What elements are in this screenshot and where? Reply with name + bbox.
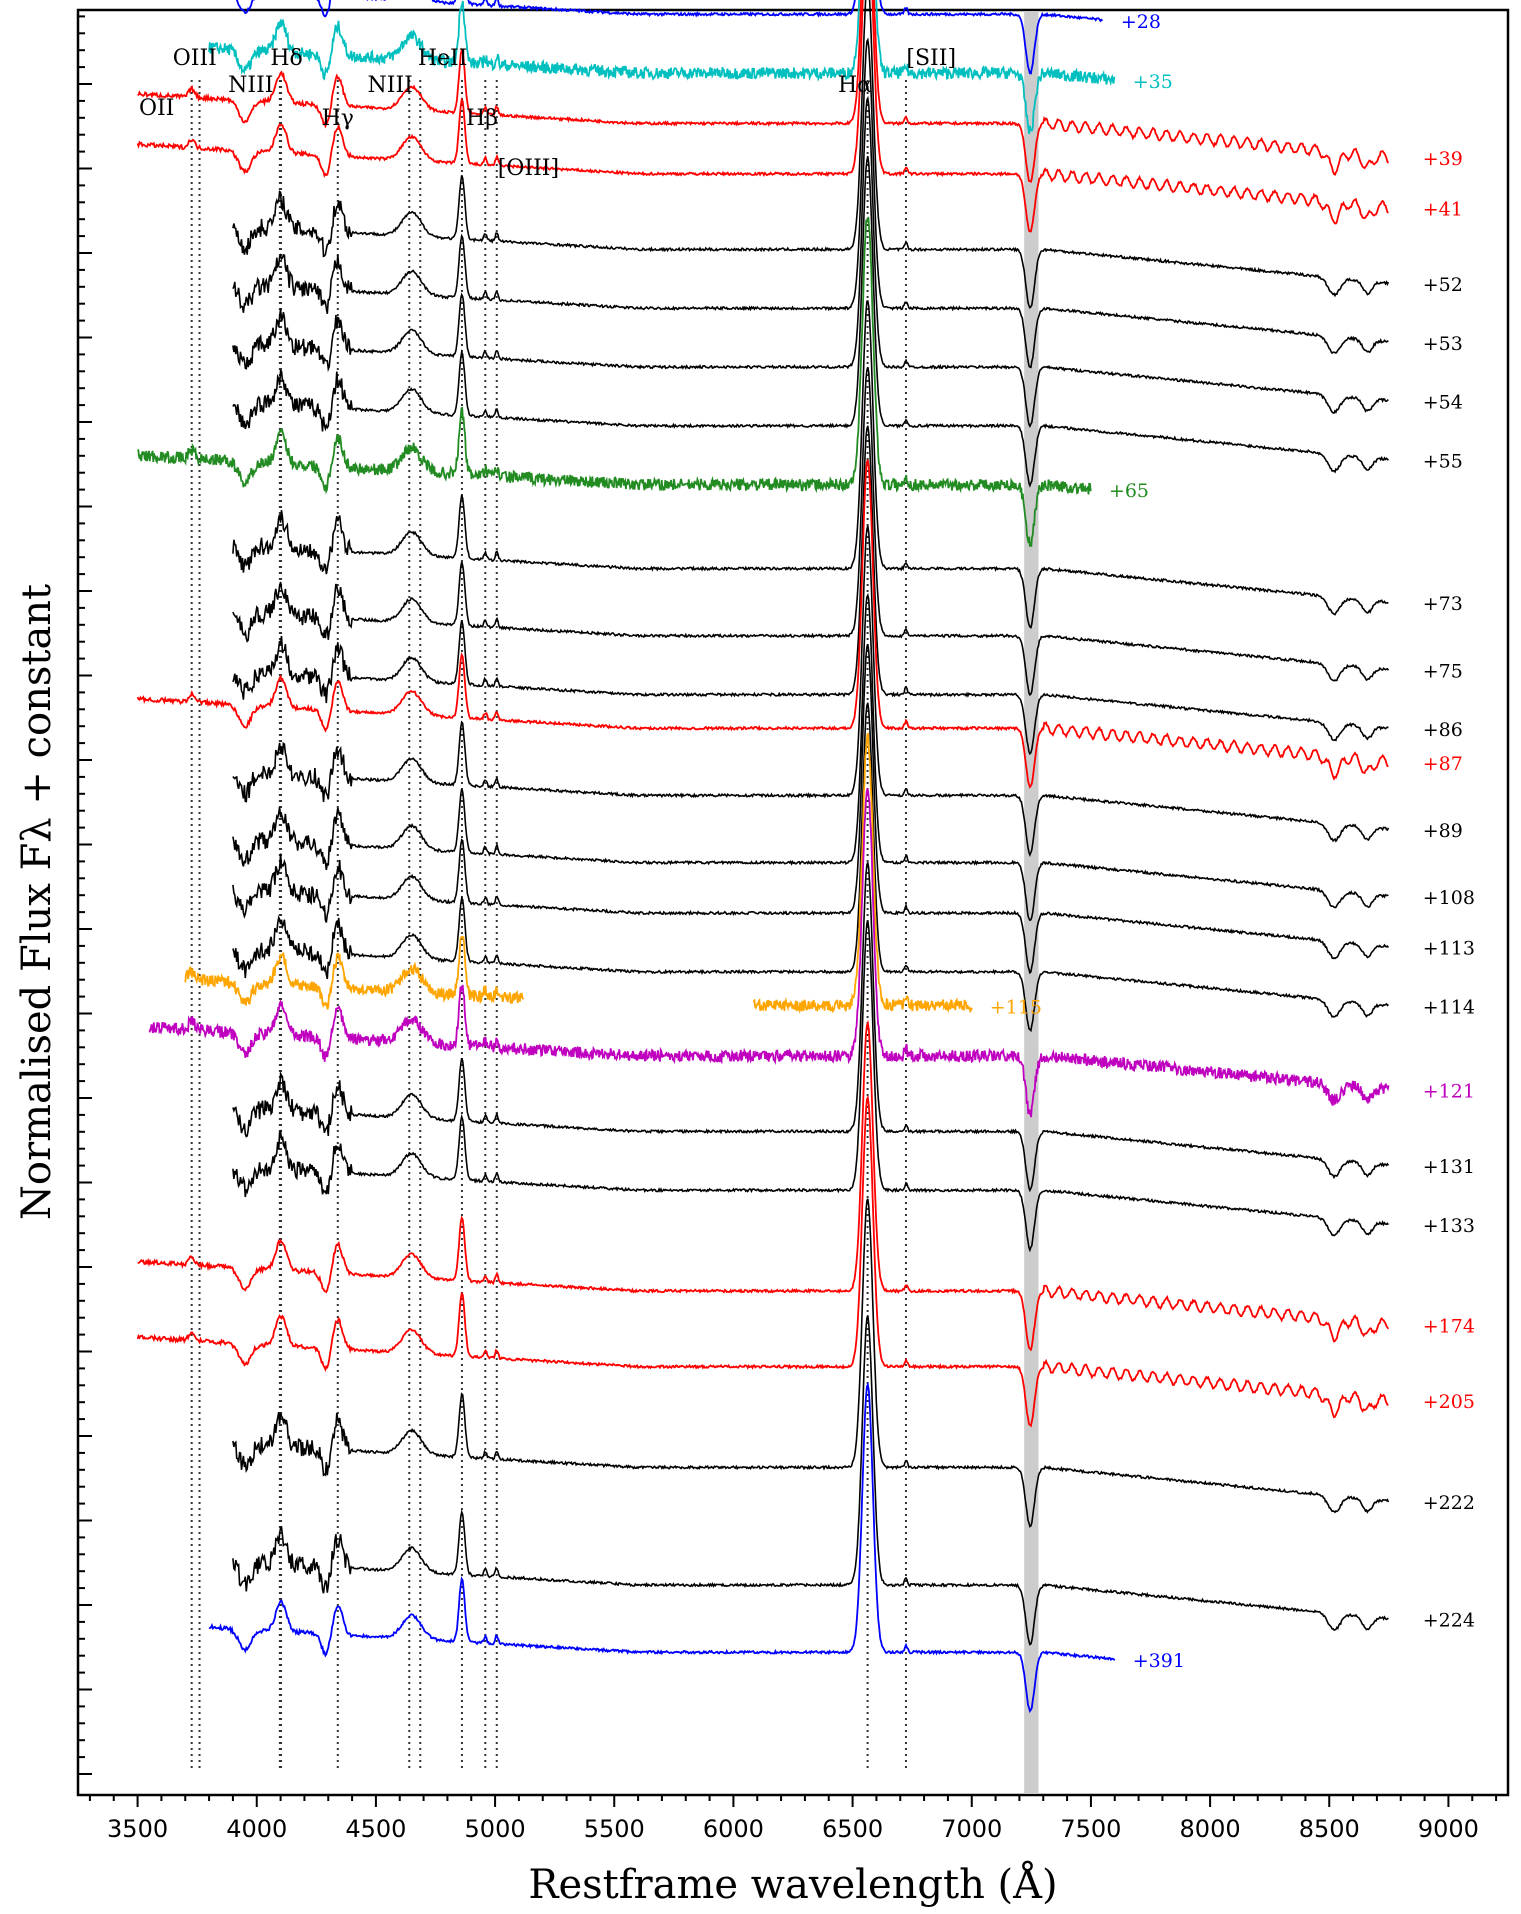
spectrum-p108 [232,592,1389,922]
phase-label-p73: +73 [1423,593,1463,615]
y-axis-label: Normalised Flux Fλ + constant [14,584,60,1220]
line-label-niii-5: NIII [368,73,413,98]
line-label-sii-10: [SII] [906,46,956,71]
phase-label-p113: +113 [1423,938,1475,960]
line-label-oii-0: OII [139,96,174,121]
phase-label-p115: +115 [990,996,1042,1018]
phase-label-p54: +54 [1423,392,1463,414]
x-tick-label-3500: 3500 [107,1815,168,1843]
spectrum-p52 [232,0,1390,309]
spectrum-p121 [148,788,1390,1118]
x-tick-label-4500: 4500 [345,1815,406,1843]
line-label-oiii-8: [OIII] [498,156,559,181]
x-tick-label-6000: 6000 [703,1815,764,1843]
phase-label-p121: +121 [1423,1080,1475,1102]
spectrum-p87 [136,459,1389,789]
spectrum-p131 [232,862,1390,1193]
line-label-h-9: Hα [838,73,872,98]
spectrum-p41 [136,0,1389,233]
spectrum-p54 [232,95,1389,429]
spectrum-p35 [208,0,1116,135]
phase-label-p86: +86 [1423,719,1463,741]
spectrum-p28 [236,0,1104,75]
spectrum-p65 [137,216,1092,547]
spectrum-p53 [232,37,1389,369]
phase-label-p174: +174 [1423,1316,1475,1338]
x-tick-label-8500: 8500 [1299,1815,1360,1843]
phase-label-p28: +28 [1121,11,1161,33]
phase-label-p52: +52 [1423,274,1463,296]
x-axis-label: Restframe wavelength (Å) [528,1861,1057,1908]
spectrum-p205 [136,1094,1389,1428]
x-tick-label-7500: 7500 [1060,1815,1121,1843]
x-tick-label-7000: 7000 [941,1815,1002,1843]
spectrum-p73 [232,300,1389,629]
x-tick-label-4000: 4000 [226,1815,287,1843]
phase-label-p75: +75 [1423,660,1463,682]
line-label-h-3: Hδ [270,46,302,71]
phase-label-p205: +205 [1423,1391,1475,1413]
phase-label-p114: +114 [1423,996,1475,1018]
spectrum-p75 [232,366,1390,697]
phase-label-p222: +222 [1423,1492,1475,1514]
x-tick-label-6500: 6500 [822,1815,883,1843]
spectrum-p174 [137,1019,1390,1352]
line-label-h-7: Hβ [466,106,498,131]
phase-label-p133: +133 [1423,1215,1475,1237]
phase-label-p87: +87 [1423,753,1463,775]
line-label-niii-2: NIII [228,73,273,98]
line-label-oiii-1: OIII [173,46,217,71]
spectrum-p55 [232,156,1390,488]
phase-label-p55: +55 [1423,450,1463,472]
phase-label-p131: +131 [1423,1156,1475,1178]
phase-label-p108: +108 [1423,887,1475,909]
x-tick-label-8000: 8000 [1180,1815,1241,1843]
line-label-heii-6: HeII [418,46,468,71]
spectrum-p222 [232,1198,1390,1528]
x-tick-label-5500: 5500 [584,1815,645,1843]
phase-label-p65: +65 [1109,480,1149,502]
spectrum-p113 [232,644,1390,975]
spectrum-p86 [232,425,1389,756]
phase-label-p35: +35 [1133,71,1173,93]
spectrum-p115 [184,732,973,1014]
x-tick-label-5000: 5000 [465,1815,526,1843]
phase-label-p89: +89 [1423,820,1463,842]
phase-label-p391: +391 [1133,1650,1185,1672]
spectrum-p133 [232,920,1390,1253]
line-label-h-4: Hγ [322,106,354,131]
spectrum-p391 [208,1381,1116,1714]
phase-label-p41: +41 [1423,198,1463,220]
phase-label-p224: +224 [1423,1610,1475,1632]
spectrum-p224 [232,1315,1389,1646]
phase-label-p53: +53 [1423,333,1463,355]
x-tick-label-9000: 9000 [1418,1815,1479,1843]
spectrum-p89 [232,525,1390,857]
spectrum-p39 [137,0,1390,184]
phase-label-p39: +39 [1423,148,1463,170]
spectrum-p114 [232,702,1389,1033]
